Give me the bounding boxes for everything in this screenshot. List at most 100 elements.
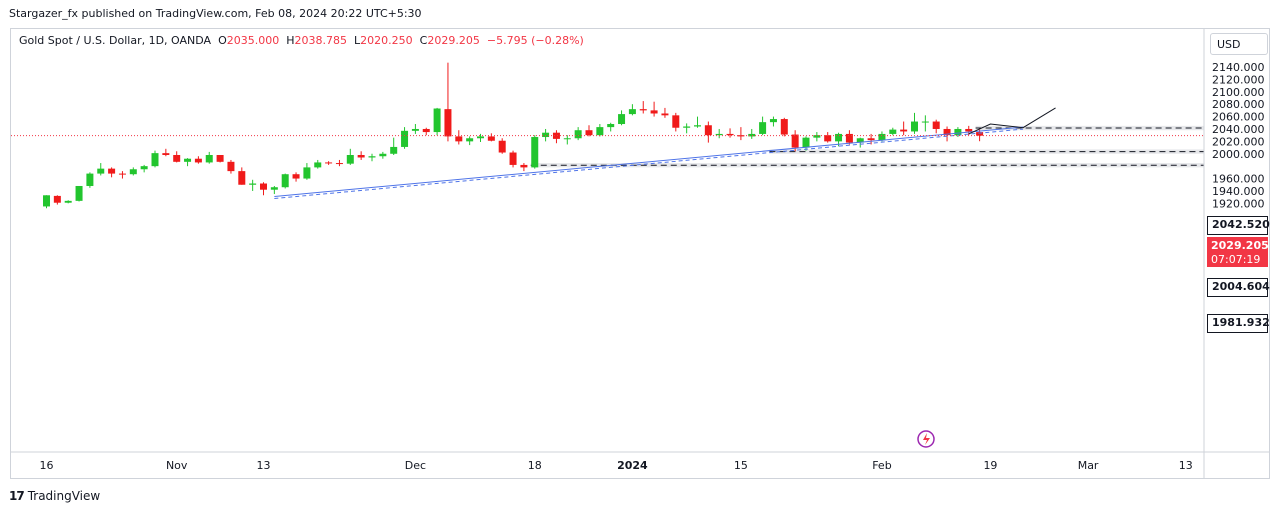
candle-body [118, 173, 126, 175]
candle-body [335, 163, 343, 165]
candle-body [943, 128, 951, 136]
countdown-label: 07:07:19 [1211, 253, 1261, 266]
y-tick-label: 2100.000 [1212, 86, 1265, 99]
candle-body [954, 128, 962, 136]
x-tick-label: 13 [1179, 459, 1193, 472]
candle-body [542, 132, 550, 138]
zone-rect [769, 149, 1204, 154]
zone-rect [530, 163, 1204, 168]
candle-body [43, 195, 50, 207]
candle-body [932, 121, 940, 129]
candle-body [411, 128, 419, 131]
footer-brand[interactable]: 17 TradingView [9, 489, 100, 503]
footer-brand-text: TradingView [27, 489, 101, 503]
y-tick-label: 2120.000 [1212, 73, 1265, 86]
candle-body [639, 109, 647, 111]
candle-body [303, 167, 311, 179]
legend-low: 2020.250 [360, 34, 413, 47]
candle-body [563, 138, 571, 140]
x-tick-label: 18 [528, 459, 542, 472]
candle-body [108, 168, 116, 174]
candle-body [216, 155, 224, 162]
y-tick-label: 2060.000 [1212, 111, 1265, 124]
candle-body [270, 187, 278, 190]
candle-body [704, 125, 712, 136]
y-tick-label: 1920.000 [1212, 197, 1265, 210]
candle-body [596, 127, 604, 136]
candle-body [281, 174, 289, 188]
candle-body [650, 110, 658, 114]
x-tick-label: Mar [1078, 459, 1099, 472]
zones-layer [530, 125, 1204, 168]
candle-body [205, 155, 213, 163]
candle-body [585, 130, 593, 136]
x-tick-label: Feb [872, 459, 891, 472]
candle-body [368, 156, 376, 158]
candle-body [346, 155, 354, 164]
candle-body [466, 138, 474, 142]
x-tick-label: 13 [257, 459, 271, 472]
candle-body [813, 135, 821, 138]
candle-body [75, 185, 83, 201]
candle-body [856, 138, 864, 143]
support-2-price-label: 1981.932 [1212, 316, 1270, 329]
legend-open: 2035.000 [226, 34, 280, 47]
y-tick-label: 1940.000 [1212, 185, 1265, 198]
candle-body [401, 130, 409, 147]
candle-body [802, 137, 810, 148]
x-tick-label: 19 [983, 459, 997, 472]
candle-body [390, 146, 398, 154]
candle-body [249, 183, 257, 185]
legend-open-label: O [218, 34, 227, 47]
legend-high: 2038.785 [294, 34, 348, 47]
candle-body [292, 174, 300, 179]
candle-body [379, 153, 387, 157]
candle-body [552, 132, 560, 139]
candle-body [965, 128, 973, 132]
chart-frame [10, 28, 1270, 479]
trendline [274, 126, 1024, 198]
candle-body [694, 125, 701, 127]
y-tick-label: 2000.000 [1212, 148, 1265, 161]
candle-body [422, 128, 430, 133]
candle-body [53, 195, 61, 203]
support-2-price-tag: 1981.932 [1207, 314, 1270, 333]
candle-body [509, 152, 517, 165]
candle-body [487, 136, 495, 141]
candle-body [173, 155, 181, 162]
candle-body [976, 132, 984, 136]
candle-body [314, 162, 322, 168]
candle-body [780, 119, 788, 135]
candle-body [97, 168, 105, 174]
candle-body [184, 158, 192, 162]
candle-body [433, 108, 441, 133]
candle-body [835, 133, 843, 142]
candle-body [86, 173, 94, 186]
tradingview-logo-icon: 17 [9, 489, 25, 503]
x-tick-label: Dec [405, 459, 426, 472]
candle-body [194, 158, 202, 163]
candle-body [715, 133, 723, 136]
candle-body [889, 129, 897, 134]
candle-body [325, 162, 333, 164]
candle-body [661, 113, 669, 116]
y-tick-label: 2140.000 [1212, 61, 1265, 74]
support-1-price-tag: 2004.604 [1207, 278, 1270, 297]
x-tick-label: Nov [166, 459, 188, 472]
currency-button[interactable]: USD [1210, 33, 1268, 55]
candle-body [759, 122, 767, 134]
candle-body [628, 109, 636, 115]
candle-body [520, 164, 528, 168]
candle-body [845, 133, 853, 143]
legend-close: 2029.205 [427, 34, 480, 47]
x-tick-label: 2024 [617, 459, 648, 472]
projection-path [968, 107, 1056, 135]
candle-body [683, 126, 691, 128]
candle-body [672, 115, 680, 128]
candle-body [878, 133, 886, 141]
x-tick-label: 16 [40, 459, 54, 472]
legend-change: −5.795 (−0.28%) [486, 34, 584, 47]
x-tick-label: 15 [734, 459, 748, 472]
